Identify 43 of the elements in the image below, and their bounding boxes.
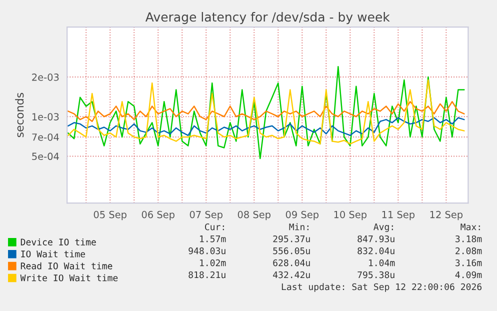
x-tick-label: 08 Sep — [238, 210, 270, 220]
text: Last update: Sat Sep 12 22:00:06 2026 — [282, 283, 482, 292]
text: 628.04u — [273, 259, 310, 266]
text: Avg: — [374, 224, 393, 232]
line-series — [67, 117, 465, 136]
text: 295.37u — [273, 235, 310, 242]
text: 1.04m — [369, 259, 395, 266]
legend-label: Write IO Wait time — [20, 274, 118, 282]
chart-title: Average latency for /dev/sda - by week — [145, 12, 390, 24]
text: 432.42u — [273, 271, 310, 278]
text: 795.38u — [358, 271, 394, 278]
text: Cur: — [205, 223, 224, 230]
y-tick-label: 5e-04 — [32, 152, 59, 160]
text: 2.08m — [456, 247, 482, 254]
line-series — [67, 66, 465, 160]
y-axis-title: seconds — [15, 92, 24, 138]
x-tick-label: 09 Sep — [286, 210, 318, 220]
y-tick-label: 2e-03 — [32, 74, 59, 81]
x-tick-label: 11 Sep — [382, 210, 415, 220]
text: Max: — [460, 224, 480, 230]
text: 1.02m — [200, 259, 226, 266]
text: Min: — [289, 223, 308, 230]
text: 832.04u — [358, 247, 394, 254]
x-tick-label: 05 Sep — [94, 210, 126, 220]
x-tick-label: 06 Sep — [142, 210, 174, 220]
legend-label: Device IO time — [20, 238, 96, 246]
y-tick-label: 7e-04 — [32, 133, 59, 141]
text: 818.21u — [188, 271, 226, 278]
line-series — [67, 101, 465, 122]
text: 948.03u — [188, 247, 226, 254]
text: 3.16m — [456, 259, 482, 266]
text: 3.18m — [456, 235, 482, 242]
x-tick-label: 07 Sep — [190, 210, 222, 220]
text: 1.57m — [200, 236, 226, 242]
text: 4.09m — [455, 271, 482, 278]
legend-label: IO Wait time — [21, 250, 86, 258]
legend-label: Read IO Wait time — [20, 262, 112, 270]
x-tick-label: 12 Sep — [430, 210, 463, 220]
x-tick-label: 10 Sep — [334, 210, 367, 220]
y-tick-label: 1e-03 — [32, 113, 59, 120]
line-series — [67, 79, 465, 145]
text: 556.05u — [273, 247, 310, 254]
text: 847.93u — [358, 235, 394, 242]
